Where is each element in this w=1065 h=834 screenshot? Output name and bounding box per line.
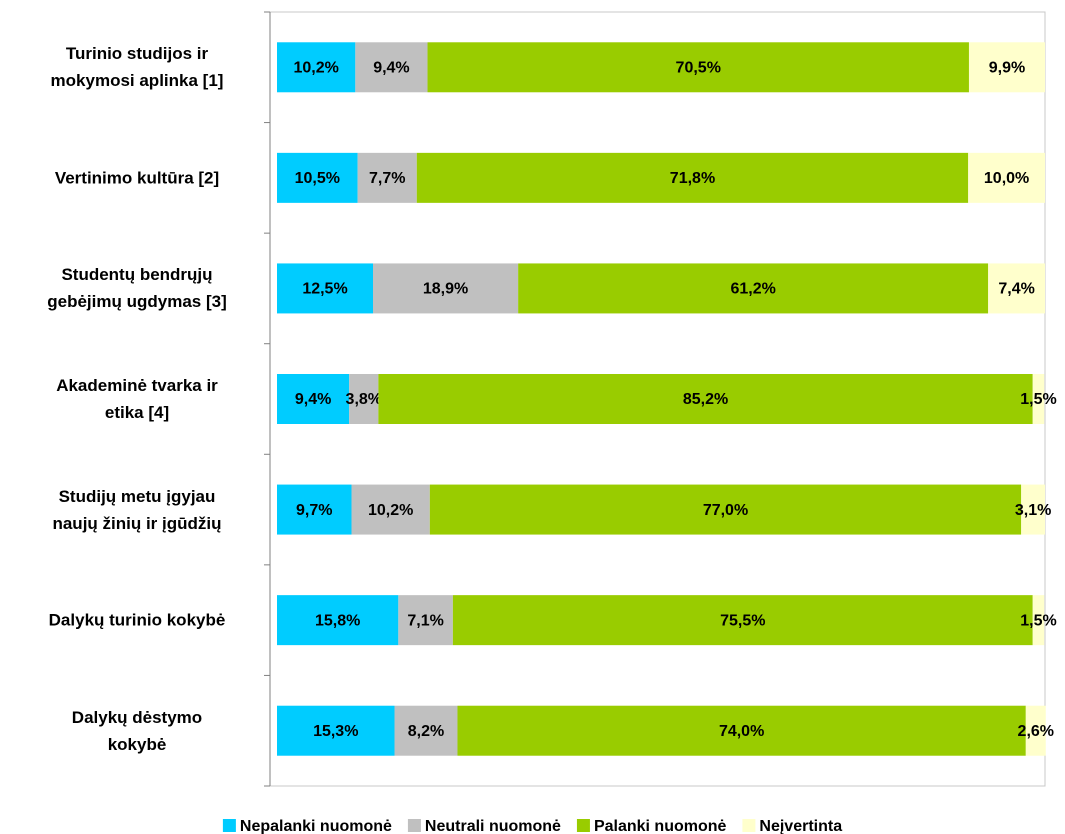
- value-label: 70,5%: [676, 60, 721, 77]
- value-label: 75,5%: [720, 612, 765, 629]
- value-label: 85,2%: [683, 391, 728, 408]
- value-label: 15,3%: [313, 723, 358, 740]
- category-label: Turinio studijos ir mokymosi aplinka [1]: [50, 44, 224, 91]
- bar-segment: [1032, 595, 1045, 646]
- bar-segment: [968, 152, 1045, 203]
- bar-segment: [398, 595, 453, 646]
- bar-segment: [968, 42, 1045, 93]
- category-label: Akademinė tvarka ir etika [4]: [56, 376, 218, 422]
- value-label: 9,9%: [989, 60, 1025, 77]
- value-label: 77,0%: [703, 502, 748, 519]
- legend-label: Nepalanki nuomonė: [240, 818, 392, 834]
- bar-segment: [429, 484, 1022, 535]
- value-label: 1,5%: [1020, 391, 1056, 408]
- value-label: 8,2%: [408, 723, 444, 740]
- value-label: 7,7%: [369, 170, 405, 187]
- value-label: 12,5%: [302, 281, 347, 298]
- bar-segment: [1025, 705, 1046, 756]
- bar-segment: [357, 152, 417, 203]
- value-label: 7,1%: [407, 612, 443, 629]
- bar-segment: [277, 152, 358, 203]
- value-label: 9,4%: [373, 60, 409, 77]
- bar-segment: [416, 152, 969, 203]
- value-label: 9,4%: [295, 391, 331, 408]
- legend-label: Neįvertinta: [759, 818, 842, 834]
- value-label: 10,5%: [295, 170, 340, 187]
- value-label: 61,2%: [730, 281, 775, 298]
- value-label: 7,4%: [998, 281, 1034, 298]
- legend-swatch: [576, 819, 590, 832]
- category-label: Dalykų turinio kokybė: [48, 610, 226, 630]
- bar-segment: [373, 263, 519, 314]
- bar-segment: [394, 705, 458, 756]
- bar-segment: [277, 42, 356, 93]
- value-label: 74,0%: [719, 723, 764, 740]
- value-label: 15,8%: [315, 612, 360, 629]
- value-label: 10,2%: [368, 502, 413, 519]
- value-label: 2,6%: [1018, 723, 1054, 740]
- bar-segment: [378, 374, 1033, 424]
- category-label: Studijų metu įgyjau naujų žinių ir įgūdž…: [52, 486, 222, 533]
- bar-segment: [349, 374, 379, 424]
- value-label: 3,8%: [346, 391, 382, 408]
- bar-segment: [277, 705, 395, 756]
- category-label: Studentų bendrųjų gebėjimų ugdymas [3]: [47, 265, 227, 312]
- bar-segment: [355, 42, 428, 93]
- bar-segment: [452, 595, 1033, 646]
- bar-segment: [277, 263, 373, 314]
- bar-segment: [988, 263, 1045, 314]
- value-label: 18,9%: [423, 281, 468, 298]
- bar-segment: [427, 42, 969, 93]
- category-label: Vertinimo kultūra [2]: [54, 168, 220, 188]
- legend-swatch: [742, 819, 756, 832]
- value-label: 3,1%: [1015, 502, 1051, 519]
- legend-swatch: [222, 819, 236, 832]
- legend-swatch: [407, 819, 421, 832]
- value-label: 10,2%: [293, 60, 338, 77]
- bar-segment: [277, 374, 350, 424]
- category-label: Dalykų dėstymo kokybė: [71, 707, 203, 754]
- bar-segment: [1032, 374, 1045, 424]
- bar-segment: [277, 595, 399, 646]
- legend-label: Palanki nuomonė: [594, 818, 727, 834]
- bar-segment: [518, 263, 989, 314]
- bar-segment: [351, 484, 430, 535]
- value-label: 10,0%: [984, 170, 1029, 187]
- bar-segment: [277, 484, 352, 535]
- bar-segment: [457, 705, 1026, 756]
- value-label: 71,8%: [670, 170, 715, 187]
- value-label: 1,5%: [1020, 612, 1056, 629]
- value-label: 9,7%: [296, 502, 332, 519]
- legend-label: Neutrali nuomonė: [425, 818, 561, 834]
- bar-segment: [1021, 484, 1045, 535]
